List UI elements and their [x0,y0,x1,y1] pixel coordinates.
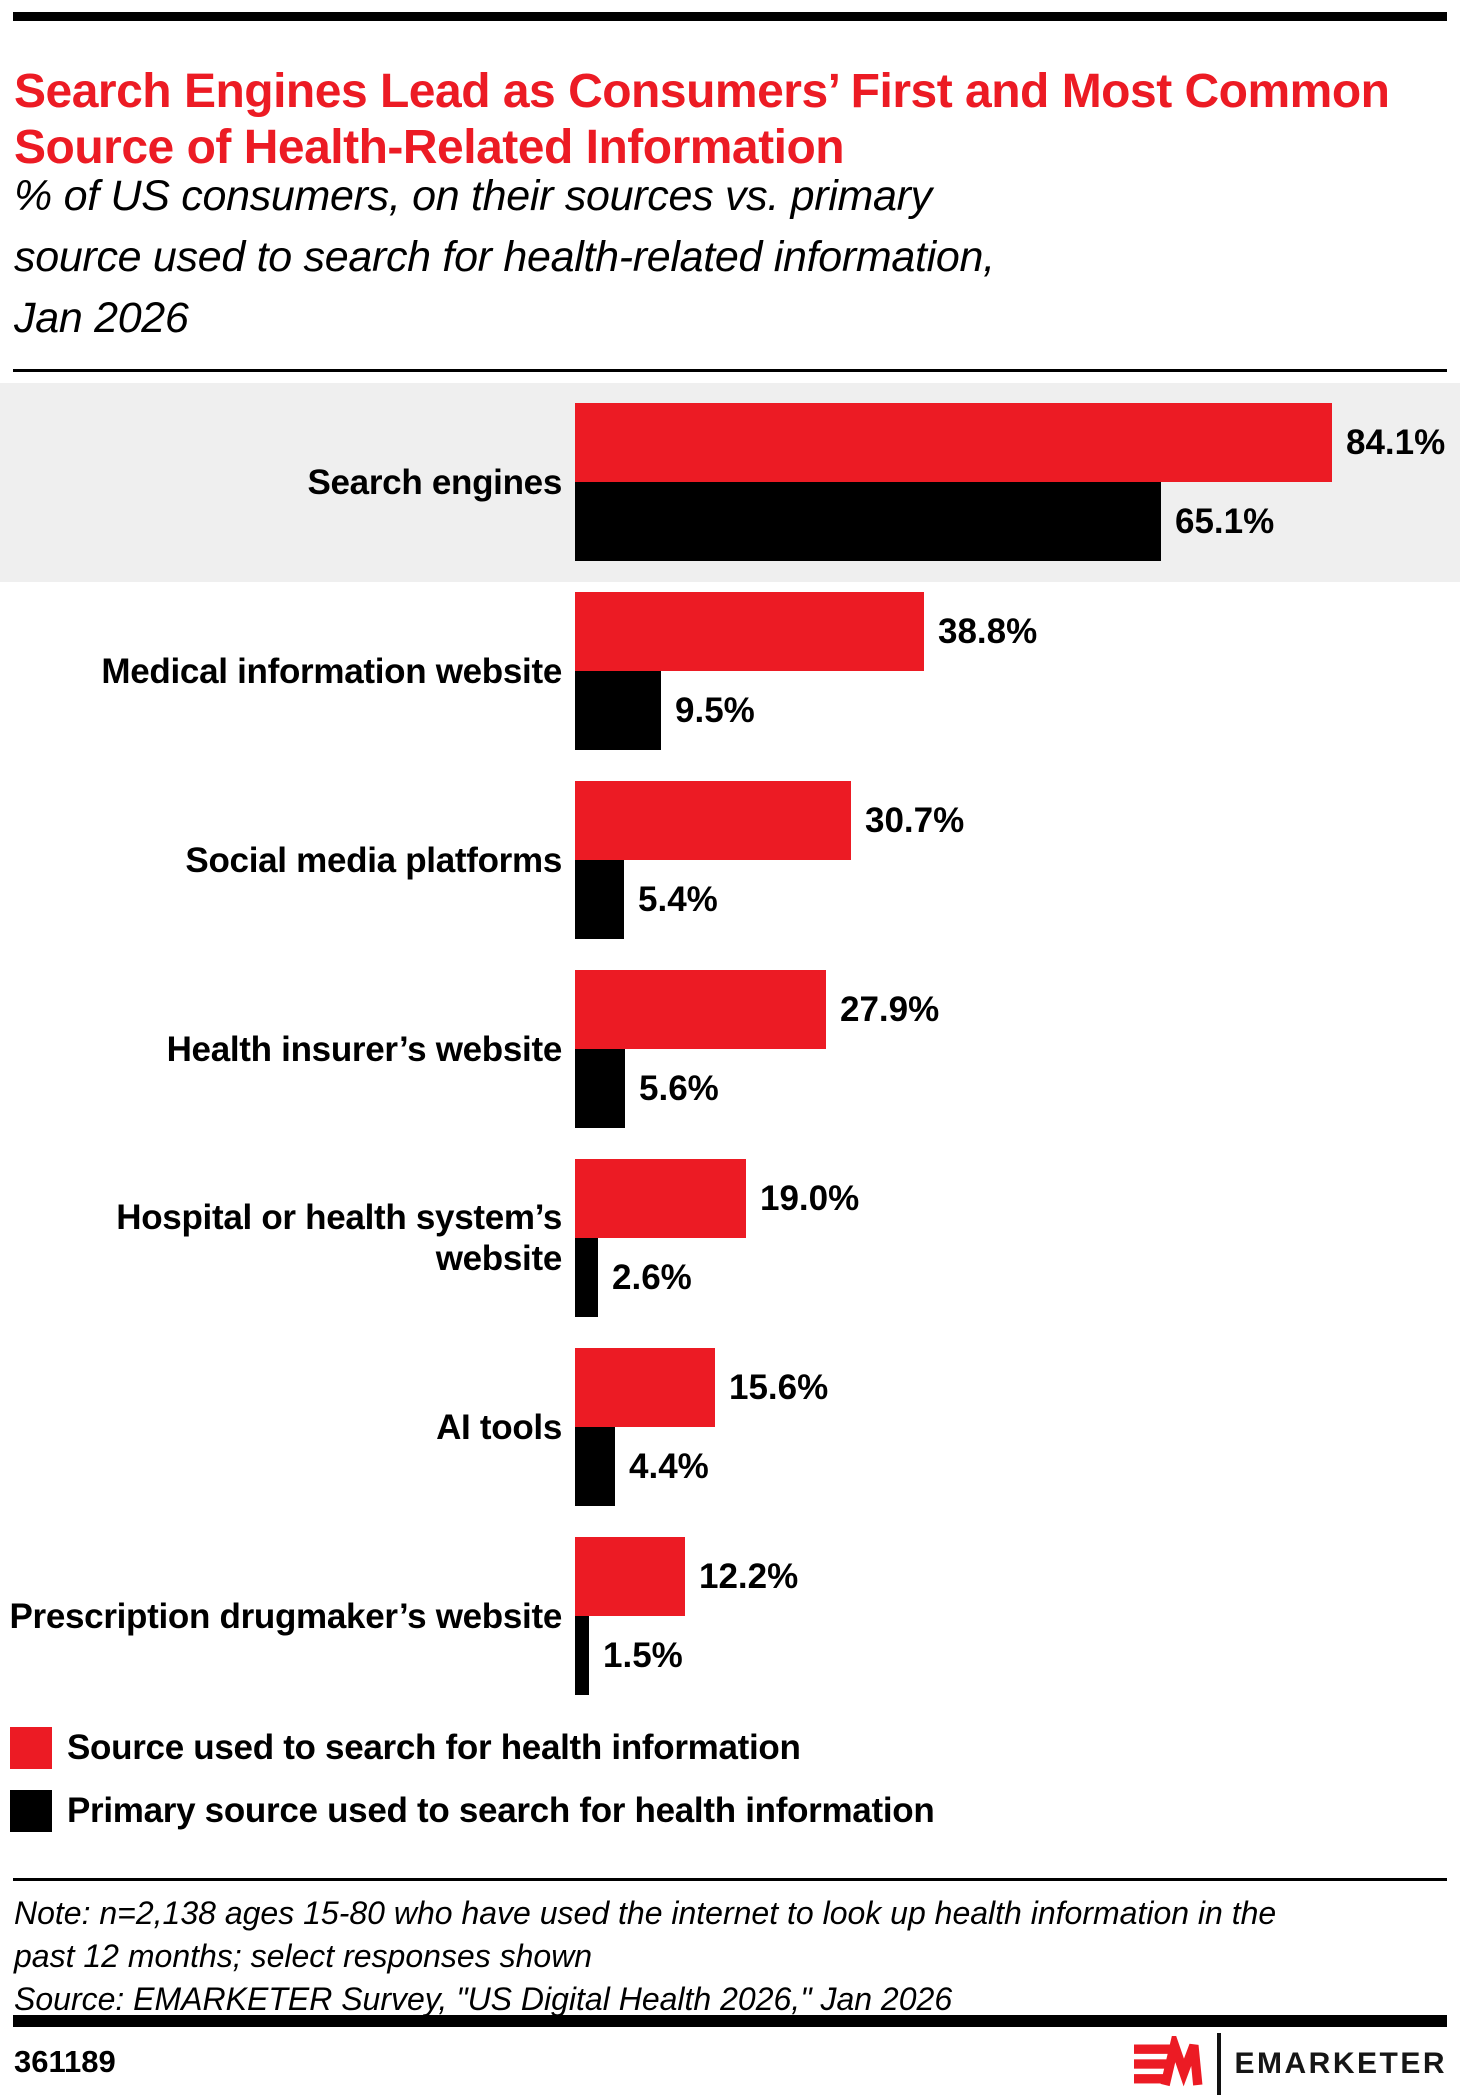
legend-item: Primary source used to search for health… [10,1790,935,1832]
value-label-primary: 5.6% [639,1069,719,1108]
em-logo-icon [1134,2036,1203,2087]
bar-row: Prescription drugmaker’s website 12.2% 1.5… [0,1537,1460,1695]
value-label-source: 27.9% [840,990,940,1029]
bar-primary-source [575,860,624,939]
value-label-primary: 5.4% [638,880,718,919]
bar-row: Search engines 84.1% 65.1% [0,403,1460,561]
bottom-rule [13,2015,1447,2027]
source-text: Source: EMARKETER Survey, "US Digital He… [14,1981,953,2017]
legend-item: Source used to search for health informa… [10,1727,934,1769]
value-label-source: 30.7% [865,801,965,840]
value-label-source: 84.1% [1346,423,1446,462]
value-label-source: 12.2% [699,1557,799,1596]
logo-divider [1217,2033,1222,2095]
bar-primary-source [575,671,661,750]
category-label: Search engines [307,462,562,502]
bar-source-used [575,1537,685,1616]
legend-label: Primary source used to search for health… [67,1791,935,1830]
category-label: Social media platforms [185,840,562,880]
bar-primary-source [575,482,1161,561]
value-label-source: 19.0% [760,1179,860,1218]
chart-subtitle: % of US consumers, on their sources vs. … [14,166,1454,349]
legend-swatch [10,1790,52,1832]
bar-source-used [575,403,1332,482]
bar-source-used [575,781,851,860]
category-label: Medical information website [101,651,562,691]
bar-source-used [575,1159,746,1238]
bar-row: Health insurer’s website 27.9% 5.6% [0,970,1460,1128]
legend-label: Source used to search for health informa… [67,1728,801,1767]
chart-notes: Note: n=2,138 ages 15-80 who have used t… [14,1892,1454,2021]
bar-row: Hospital or health system’s website 19.0%… [0,1159,1460,1317]
notes-rule [13,1878,1447,1881]
legend: Source used to search for health informa… [10,1727,935,1853]
chart-id: 361189 [14,2044,116,2079]
subtitle-line: Jan 2026 [14,294,189,342]
bar-primary-source [575,1616,589,1695]
brand-logo: EMARKETER [1134,2032,1447,2096]
bar-row: Medical information website 38.8% 9.5% [0,592,1460,750]
value-label-primary: 2.6% [612,1258,692,1297]
header-rule [13,369,1447,372]
value-label-source: 38.8% [938,612,1038,651]
category-label: Prescription drugmaker’s website [9,1596,562,1636]
value-label-source: 15.6% [729,1368,829,1407]
brand-wordmark: EMARKETER [1234,2047,1447,2080]
bar-source-used [575,1348,715,1427]
bar-row: AI tools 15.6% 4.4% [0,1348,1460,1506]
chart-title: Search Engines Lead as Consumers’ First … [14,65,1390,175]
value-label-primary: 1.5% [603,1636,683,1675]
legend-swatch [10,1727,52,1769]
bar-source-used [575,970,826,1049]
subtitle-line: % of US consumers, on their sources vs. … [14,172,932,220]
value-label-primary: 4.4% [629,1447,709,1486]
bar-chart: Search engines 84.1% 65.1% Medical informat… [0,383,1460,1718]
note-text: past 12 months; select responses shown [14,1938,593,1974]
subtitle-line: source used to search for health-related… [14,233,995,281]
bar-primary-source [575,1049,625,1128]
category-label: Hospital or health system’s website [116,1198,562,1278]
bar-primary-source [575,1427,615,1506]
bar-primary-source [575,1238,598,1317]
value-label-primary: 65.1% [1175,502,1275,541]
value-label-primary: 9.5% [675,691,755,730]
top-rule [13,12,1447,21]
note-text: Note: n=2,138 ages 15-80 who have used t… [14,1895,1277,1931]
bar-row: Social media platforms 30.7% 5.4% [0,781,1460,939]
category-label: Health insurer’s website [166,1029,563,1069]
category-label: AI tools [436,1407,562,1447]
bar-source-used [575,592,924,671]
